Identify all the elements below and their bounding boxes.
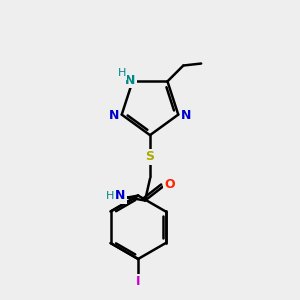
Text: N: N (125, 74, 136, 87)
Text: N: N (181, 109, 191, 122)
Text: I: I (136, 275, 140, 288)
Text: N: N (115, 189, 125, 202)
Text: O: O (164, 178, 175, 191)
Text: N: N (109, 109, 119, 122)
Text: H: H (117, 68, 126, 78)
Text: H: H (106, 190, 115, 201)
Text: S: S (146, 150, 154, 164)
